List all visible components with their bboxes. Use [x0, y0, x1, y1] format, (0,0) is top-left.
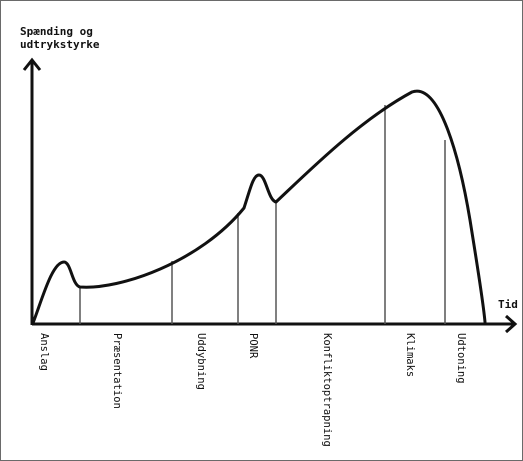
tension-curve	[31, 89, 487, 325]
x-axis-label: Tid	[498, 298, 518, 311]
y-axis-arrow-icon	[22, 57, 42, 71]
phase-label-anslag: Anslag	[38, 333, 50, 371]
phase-label-konfliktoptrapning: Konfliktoptrapning	[321, 333, 333, 447]
phase-dividers	[79, 105, 446, 324]
y-axis-label-line1: Spænding og	[20, 25, 93, 38]
phase-label-uddybning: Uddybning	[195, 333, 207, 390]
phase-label-ponr: PONR	[247, 333, 259, 359]
phase-label-praesentation: Præsentation	[111, 333, 123, 409]
phase-label-udtoning: Udtoning	[455, 333, 467, 384]
x-axis-arrow-icon	[505, 314, 518, 334]
phase-label-klimaks: Klimaks	[404, 333, 416, 377]
y-axis-label-line2: udtrykstyrke	[20, 38, 100, 51]
